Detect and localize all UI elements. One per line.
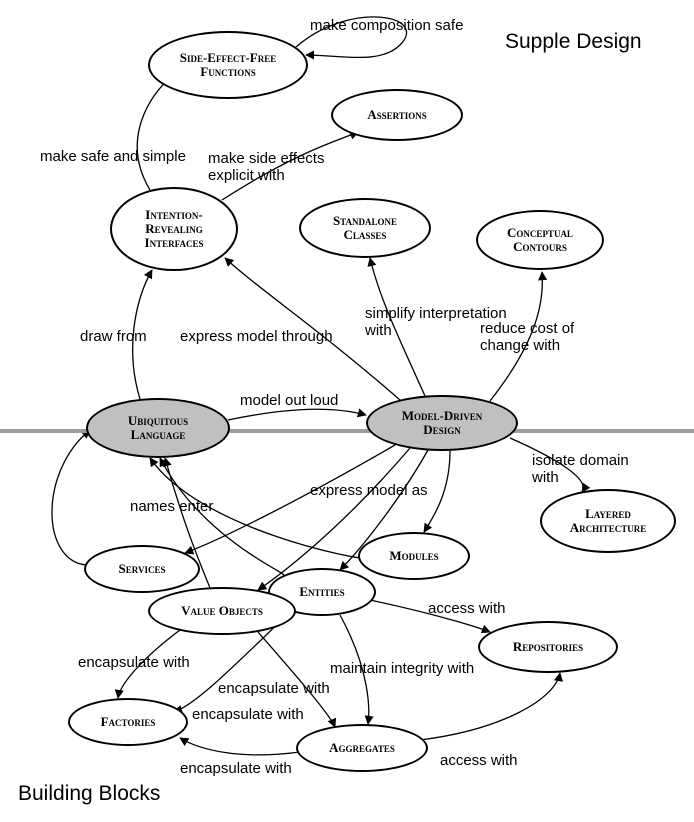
node-agg: Aggregates <box>296 724 428 772</box>
node-svc: Services <box>84 545 200 593</box>
node-rep: Repositories <box>478 621 618 673</box>
edge-label-agg-fac: encapsulate with <box>180 760 292 777</box>
edge-agg-fac <box>180 738 300 755</box>
node-sef: Side-Effect-Free Functions <box>148 31 308 99</box>
section-title-bottom: Building Blocks <box>18 782 160 806</box>
edge-label-ul-svc: names enter <box>130 498 213 515</box>
edge-label-mdd-mod: express model as <box>310 482 428 499</box>
edge-label-agg-rep: access with <box>440 752 518 769</box>
node-mod: Modules <box>358 532 470 580</box>
edge-ul-svc <box>52 430 90 565</box>
edge-agg-rep <box>420 673 560 740</box>
node-mdd: Model-Driven Design <box>366 395 518 451</box>
node-iri: Intention- Revealing Interfaces <box>110 187 238 271</box>
edge-label-mdd-la: isolate domain with <box>532 452 629 487</box>
node-sc: Standalone Classes <box>299 198 431 258</box>
edge-iri-sef <box>137 78 170 190</box>
edge-label-ul-iri: draw from <box>80 328 147 345</box>
edge-label-ent-rep: access with <box>428 600 506 617</box>
edge-label-ent-agg: maintain integrity with <box>330 660 474 677</box>
node-ass: Assertions <box>331 89 463 141</box>
edge-label-iri-sef: make safe and simple <box>40 148 186 165</box>
edge-mdd-mod <box>424 451 450 532</box>
edge-label-sef-sef: make composition safe <box>310 17 463 34</box>
section-title-top: Supple Design <box>505 30 642 54</box>
edge-label-mdd-cc: reduce cost of change with <box>480 320 574 355</box>
edge-label-vo-fac: encapsulate with <box>78 654 190 671</box>
edge-label-ent-fac: encapsulate with <box>192 706 304 723</box>
node-vo: Value Objects <box>148 587 296 635</box>
edge-label-vo-agg: encapsulate with <box>218 680 330 697</box>
diagram-stage: Supple Design Building Blocks Side-Effec… <box>0 0 694 822</box>
node-fac: Factories <box>68 698 188 746</box>
node-ul: Ubiquitous Language <box>86 398 230 458</box>
edge-label-iri-ass: make side effects explicit with <box>208 150 324 185</box>
node-la: Layered Architecture <box>540 489 676 553</box>
edge-label-mdd-iri: express model through <box>180 328 333 345</box>
edge-label-ul-mdd: model out loud <box>240 392 338 409</box>
node-cc: Conceptual Contours <box>476 210 604 270</box>
edge-ul-mdd <box>228 409 366 420</box>
